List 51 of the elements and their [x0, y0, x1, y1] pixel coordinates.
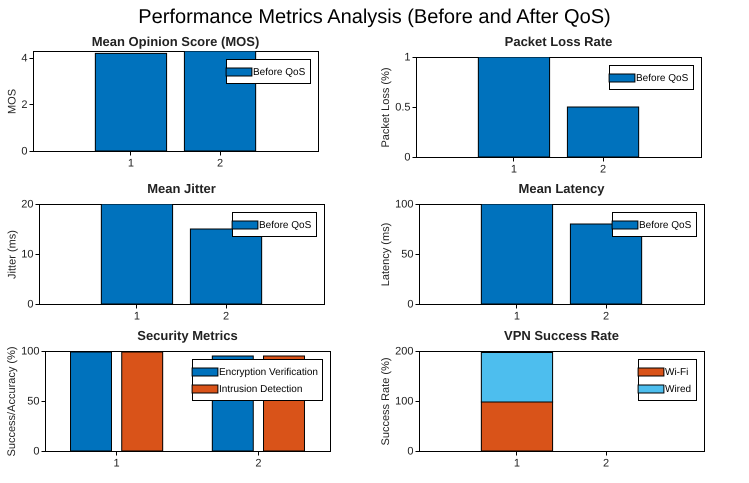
x-tick-label: 2	[216, 158, 224, 170]
y-axis-title: MOS	[6, 88, 18, 114]
y-tick-label: 1	[404, 52, 410, 64]
y-tick-label: 0	[407, 446, 414, 458]
x-tick-label: 1	[514, 310, 520, 322]
y-tick-label: 2	[21, 98, 28, 111]
y-axis-title: Latency (ms)	[380, 222, 392, 286]
y-tick-label: 0	[404, 152, 410, 164]
legend-label: Before QoS	[253, 67, 306, 78]
y-tick-label: 0	[27, 298, 34, 310]
chart-title: Mean Latency	[518, 181, 606, 196]
x-tick-label: 1	[514, 458, 520, 470]
y-tick-label: 10	[21, 248, 34, 260]
legend-label: Encryption Verification	[219, 367, 318, 378]
chart-title: Mean Jitter	[147, 181, 216, 196]
chart-title: VPN Success Rate	[504, 328, 619, 343]
y-tick-label: 4	[21, 52, 28, 64]
y-tick-label: 200	[395, 346, 414, 358]
x-tick-label: 2	[222, 310, 230, 322]
y-tick-label: 50	[27, 396, 40, 408]
legend-label: Intrusion Detection	[219, 384, 302, 395]
y-tick-label: 100	[21, 346, 40, 358]
legend-label: Wired	[665, 384, 692, 395]
y-axis-title: Jitter (ms)	[6, 230, 18, 279]
x-tick-label: 1	[134, 310, 140, 322]
y-tick-label: 0	[407, 298, 414, 310]
x-tick-label: 2	[602, 310, 610, 322]
x-tick-label: 2	[602, 458, 610, 470]
legend-label: Wi-Fi	[665, 367, 688, 378]
text: Performance Metrics Analysis (Before and After QoS)	[137, 5, 612, 30]
legend-label: Before QoS	[636, 73, 689, 84]
y-tick-label: 100	[395, 198, 414, 210]
legend-label: Before QoS	[639, 220, 692, 231]
x-tick-label: 2	[600, 164, 606, 176]
y-axis-title: Success/Accuracy (%)	[6, 346, 18, 457]
y-tick-label: 0	[21, 146, 28, 158]
y-tick-label: 0.5	[395, 102, 410, 114]
chart-title: Packet Loss Rate	[504, 34, 612, 49]
x-tick-label: 2	[255, 458, 262, 470]
y-tick-label: 20	[21, 198, 34, 210]
legend-label: Before QoS	[259, 220, 312, 231]
chart-title: Mean Opinion Score (MOS)	[92, 34, 260, 49]
x-tick-label: 1	[128, 158, 134, 170]
y-tick-label: 100	[395, 396, 414, 408]
y-tick-label: 0	[33, 446, 40, 458]
y-tick-label: 50	[401, 248, 414, 260]
chart-title: Security Metrics	[137, 328, 238, 343]
x-tick-label: 1	[510, 164, 518, 176]
x-tick-label: 1	[114, 458, 120, 470]
y-axis-title: Packet Loss (%)	[380, 67, 392, 148]
y-axis-title: Success Rate (%)	[380, 357, 392, 446]
